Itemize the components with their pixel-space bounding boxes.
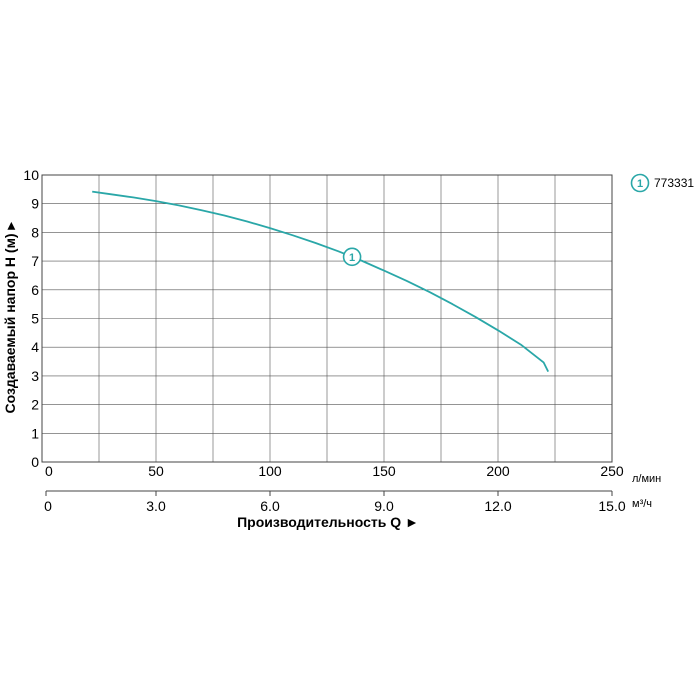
x-tick-label-primary: 0 [45,463,53,479]
chart-grid [41,174,613,463]
legend: 1 773331 [630,173,694,193]
x-tick-label-secondary: 15.0 [598,498,625,514]
y-tick-label: 7 [31,253,39,269]
series-marker-label: 1 [349,252,355,264]
y-tick-label: 0 [31,454,39,470]
x-tick-label-secondary: 9.0 [374,498,394,514]
y-tick-label: 8 [31,224,39,240]
y-axis-ticks: 0 1 2 3 4 5 6 7 8 9 10 [23,167,39,470]
plot-area-frame [41,174,613,463]
y-tick-label: 10 [23,167,39,183]
x-tick-label-primary: 150 [372,463,396,479]
y-tick-label: 2 [31,397,39,413]
y-tick-label: 6 [31,282,39,298]
x-axis-primary-unit: л/мин [632,473,661,485]
series-line-773331 [92,190,550,373]
legend-series-name: 773331 [654,176,694,190]
y-axis-title: Создаваемый напор H (м) ▸ [2,222,18,414]
y-tick-label: 5 [31,311,39,327]
x-tick-label-primary: 250 [600,463,624,479]
y-tick-label: 1 [31,425,39,441]
x-tick-label-secondary: 3.0 [146,498,166,514]
x-axis-title: Производительность Q ► [237,514,419,530]
x-tick-label-secondary: 12.0 [484,498,511,514]
x-axis-primary-ticks: 0 50 100 150 200 250 [45,463,624,479]
legend-marker-circle [630,173,650,193]
legend-marker-label: 1 [637,178,643,190]
series-marker-circle [342,247,362,267]
y-tick-label: 9 [31,196,39,212]
x-tick-label-primary: 100 [258,463,282,479]
x-axis-secondary: 0 3.0 6.0 9.0 12.0 15.0 [44,490,626,514]
x-tick-label-secondary: 6.0 [260,498,280,514]
y-tick-label: 4 [31,339,39,355]
y-tick-label: 3 [31,368,39,384]
x-tick-label-primary: 200 [486,463,510,479]
x-axis-secondary-unit: м³/ч [632,498,652,510]
series-layer: 1 [92,190,550,373]
x-tick-label-primary: 50 [148,463,164,479]
x-tick-label-secondary: 0 [44,498,52,514]
